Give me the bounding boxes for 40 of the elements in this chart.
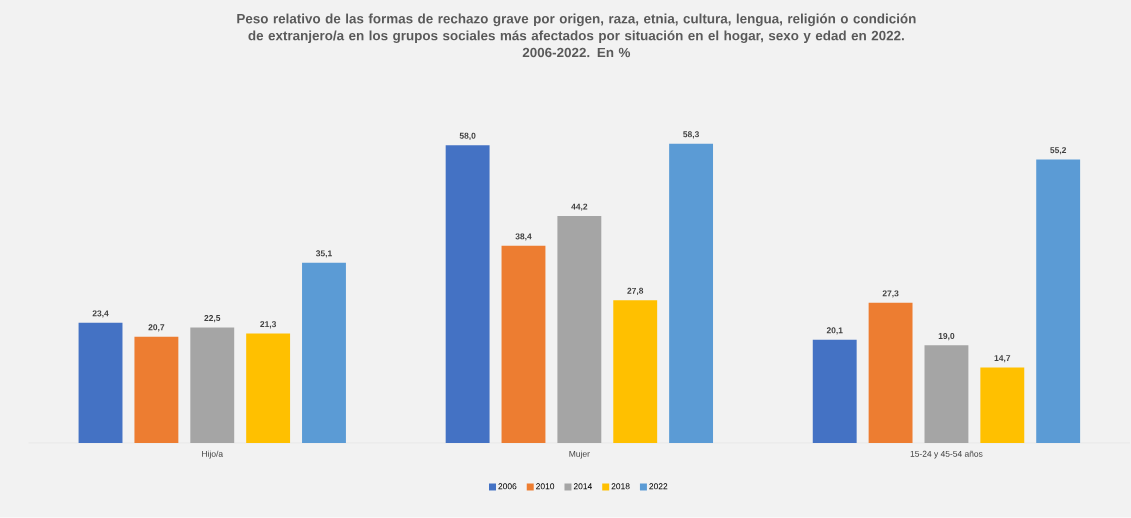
- data-label: 58,0: [459, 132, 476, 141]
- bar: [302, 262, 346, 444]
- data-label: 22,5: [204, 315, 221, 323]
- bar: [134, 336, 179, 444]
- data-label: 14,7: [994, 355, 1011, 363]
- data-label: 44,2: [571, 203, 588, 211]
- bar: [246, 333, 291, 444]
- bar: [812, 339, 857, 444]
- data-label: 23,4: [92, 310, 109, 318]
- x-tick-label: Mujer: [569, 450, 590, 459]
- data-label: 58,3: [683, 131, 699, 139]
- bar: [78, 322, 123, 444]
- data-label: 27,8: [627, 287, 644, 296]
- x-tick-label: 15-24 y 45-54 años: [910, 450, 983, 459]
- data-label: 20,1: [826, 327, 843, 335]
- legend-label: 2006: [498, 483, 517, 490]
- data-label: 55,2: [1050, 147, 1067, 155]
- bar: [980, 367, 1025, 444]
- bar: [501, 245, 546, 444]
- bar: [557, 216, 602, 444]
- bar: [868, 302, 913, 444]
- data-label: 21,3: [260, 321, 277, 329]
- bar: [190, 327, 235, 444]
- legend-label: 2022: [649, 483, 668, 490]
- chart-title: Peso relativo de las formas de rechazo grave por origen, raza, etnia, cultura, lengua, religión o condición de extranjero/a en los grupos sociales más afectados por situación en el hogar, sexo y edad en 2022.: [237, 13, 916, 44]
- data-label: 20,7: [148, 324, 165, 332]
- data-label: 35,1: [315, 250, 332, 258]
- data-label: 38,4: [515, 233, 532, 241]
- bar: [613, 300, 658, 444]
- chart-subtitle: 2006-2022. En %: [522, 47, 631, 58]
- legend-label: 2014: [573, 483, 592, 490]
- data-label: 19,0: [938, 333, 955, 341]
- bar: [1036, 159, 1081, 444]
- legend-label: 2018: [611, 483, 630, 490]
- data-label: 27,3: [882, 290, 899, 298]
- bar: [669, 143, 714, 444]
- bar: [924, 345, 969, 444]
- legend-label: 2010: [536, 483, 555, 490]
- x-tick-label: Hijo/a: [202, 450, 224, 459]
- bar: [445, 145, 490, 444]
